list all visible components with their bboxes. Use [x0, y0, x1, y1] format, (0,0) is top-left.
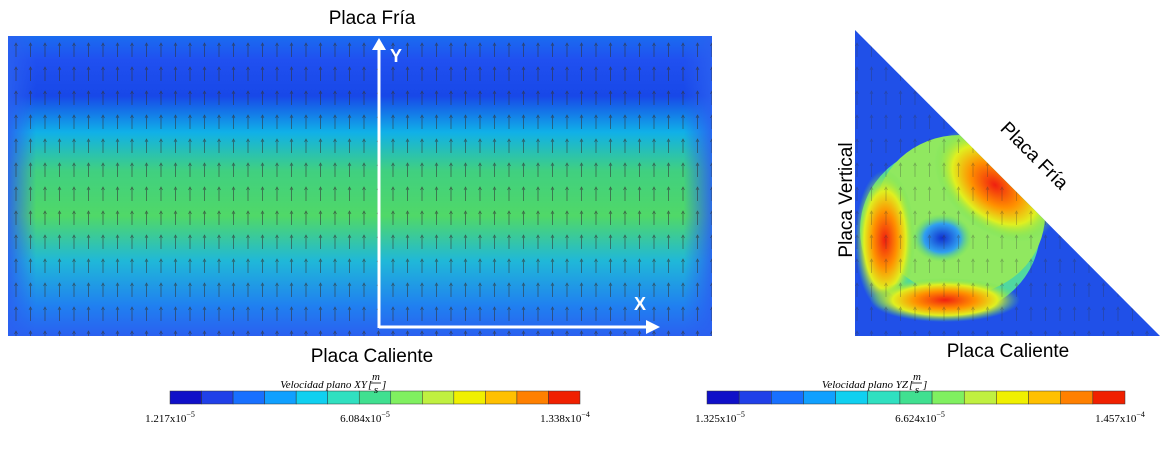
colorbar-segment	[422, 390, 455, 405]
tick-base: 1.338x10	[540, 413, 582, 425]
tick-exponent: −5	[936, 410, 945, 419]
tick-label: 1.325x10−5	[695, 410, 745, 425]
colorbar-segment	[548, 390, 581, 405]
unit-numerator: m	[913, 371, 921, 383]
colorbar-segment	[931, 390, 965, 405]
bottom-label: Placa Caliente	[947, 341, 1070, 362]
tick-base: 1.217x10	[145, 413, 187, 425]
unit-denominator: s	[915, 384, 919, 396]
tick-exponent: −5	[381, 410, 390, 419]
colorbar-segment	[390, 390, 423, 405]
colorbar-segment	[1060, 390, 1094, 405]
colorbar-segment	[996, 390, 1029, 405]
colorbar-segment	[169, 390, 202, 405]
colorbar-segment	[453, 390, 486, 405]
tick-label: 1.457x10−4	[1095, 410, 1145, 425]
colorbar-segment	[264, 390, 297, 405]
tick-exponent: −4	[1136, 410, 1145, 419]
colorbar-segment	[738, 390, 772, 405]
tick-base: 1.457x10	[1095, 413, 1137, 425]
bottom-label: Placa Caliente	[311, 346, 434, 367]
tick-label: 1.338x10−4	[540, 410, 590, 425]
tick-exponent: −5	[736, 410, 745, 419]
colorbar-segment	[232, 390, 265, 405]
colorbar-segment	[485, 390, 518, 405]
axes	[372, 38, 660, 334]
tick-base: 1.325x10	[695, 413, 737, 425]
colorbar-title: Velocidad plano YZ	[822, 379, 909, 391]
colorbar-segment	[771, 390, 804, 405]
colorbar-segment	[1092, 390, 1126, 405]
colorbar-segment	[803, 390, 836, 405]
tick-label: 1.217x10−5	[145, 410, 195, 425]
tick-label: 6.624x10−5	[895, 410, 945, 425]
x-axis-label: X	[634, 294, 646, 314]
tick-label: 6.084x10−5	[340, 410, 390, 425]
yz-field	[855, 30, 1160, 336]
colorbar-segment	[516, 390, 549, 405]
colorbar-segment	[295, 390, 328, 405]
colorbar-segment	[327, 390, 360, 405]
colorbar-segment	[1028, 390, 1061, 405]
bracket: ]	[922, 379, 927, 391]
tick-exponent: −5	[186, 410, 195, 419]
colorbar-segment	[201, 390, 234, 405]
colorbar-title: Velocidad plano XY	[280, 379, 369, 391]
colorbar-segment	[835, 390, 869, 405]
xy-vectors	[8, 36, 712, 336]
side-label: Placa Vertical	[836, 142, 857, 257]
tick-base: 6.624x10	[895, 413, 937, 425]
bracket: [	[909, 379, 914, 391]
colorbar-segment	[706, 390, 740, 405]
y-axis-label: Y	[390, 46, 402, 66]
tick-exponent: −4	[581, 410, 590, 419]
colorbar-segment	[867, 390, 901, 405]
bracket: [	[368, 379, 373, 391]
unit-denominator: s	[374, 384, 378, 396]
unit-numerator: m	[372, 371, 380, 383]
colorbar-segment	[963, 390, 997, 405]
top-label: Placa Fría	[329, 8, 416, 29]
tick-base: 6.084x10	[340, 413, 382, 425]
bracket: ]	[381, 379, 386, 391]
